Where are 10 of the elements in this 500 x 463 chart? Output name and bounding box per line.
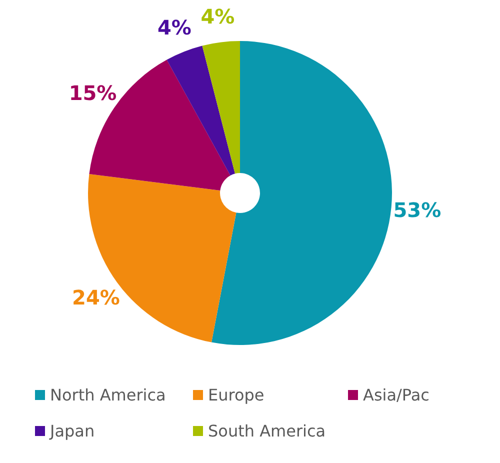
data-label: 53% — [393, 198, 442, 222]
legend-label: Europe — [208, 386, 264, 404]
legend-label: North America — [50, 386, 166, 404]
legend-label: South America — [208, 422, 326, 440]
legend-label: Asia/Pac — [363, 386, 430, 404]
legend-label: Japan — [49, 422, 95, 440]
data-label: 15% — [68, 80, 117, 105]
data-label: 24% — [72, 286, 120, 310]
data-label: 4% — [200, 4, 235, 28]
data-label: 4% — [157, 16, 192, 40]
